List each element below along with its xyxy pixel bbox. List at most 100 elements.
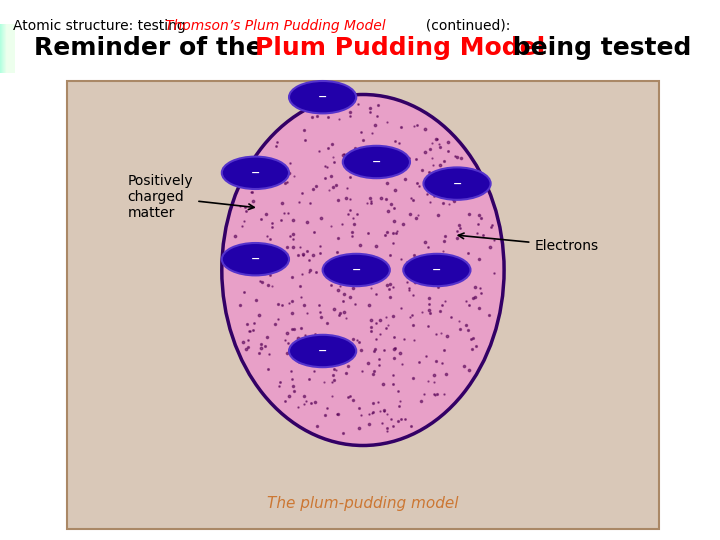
Text: Thomson’s Plum Pudding Model: Thomson’s Plum Pudding Model — [165, 19, 385, 33]
Bar — [5, 24, 13, 73]
Text: −: − — [318, 92, 328, 102]
Ellipse shape — [289, 81, 356, 113]
Bar — [4, 24, 12, 73]
Bar — [6, 24, 14, 73]
Bar — [5, 24, 13, 73]
Text: −: − — [251, 168, 260, 178]
Bar — [0, 24, 8, 73]
Bar — [6, 24, 14, 73]
Bar — [1, 24, 9, 73]
Text: being tested: being tested — [504, 36, 691, 59]
Bar — [6, 24, 14, 73]
Bar — [6, 24, 14, 73]
Text: Electrons: Electrons — [459, 233, 598, 253]
Bar — [4, 24, 12, 73]
Bar — [1, 24, 9, 73]
Bar — [1, 24, 10, 73]
Ellipse shape — [222, 94, 504, 445]
Bar — [1, 24, 9, 73]
Bar — [1, 24, 9, 73]
Bar — [2, 24, 10, 73]
Bar — [4, 24, 12, 73]
Bar — [2, 24, 10, 73]
Bar — [1, 24, 9, 73]
Bar — [0, 24, 8, 73]
Bar — [3, 24, 11, 73]
Bar — [6, 24, 14, 73]
Bar — [3, 24, 11, 73]
FancyBboxPatch shape — [67, 81, 659, 529]
Bar — [6, 24, 14, 73]
Bar — [6, 24, 14, 73]
Bar — [4, 24, 12, 73]
Bar — [2, 24, 10, 73]
Bar — [4, 24, 12, 73]
Bar — [4, 24, 12, 73]
Bar — [1, 24, 10, 73]
Bar — [6, 24, 14, 73]
Bar — [4, 24, 12, 73]
Ellipse shape — [222, 157, 289, 189]
Bar — [6, 24, 14, 73]
Bar — [4, 24, 12, 73]
Ellipse shape — [289, 335, 356, 367]
Bar — [1, 24, 9, 73]
Bar — [3, 24, 12, 73]
Bar — [2, 24, 10, 73]
Bar — [4, 24, 12, 73]
Bar — [1, 24, 9, 73]
Bar — [4, 24, 12, 73]
Bar — [5, 24, 14, 73]
Bar — [1, 24, 9, 73]
Text: −: − — [452, 179, 462, 188]
Bar — [4, 24, 12, 73]
Bar — [4, 24, 12, 73]
Bar — [3, 24, 11, 73]
Bar — [5, 24, 13, 73]
Bar — [6, 24, 14, 73]
Text: −: − — [318, 346, 328, 356]
Bar — [5, 24, 13, 73]
Bar — [1, 24, 9, 73]
Bar — [2, 24, 10, 73]
Bar — [6, 24, 14, 73]
Bar — [1, 24, 9, 73]
Text: −: − — [372, 157, 381, 167]
Bar — [5, 24, 13, 73]
Bar — [0, 24, 9, 73]
Bar — [6, 24, 14, 73]
Bar — [3, 24, 11, 73]
Bar — [6, 24, 14, 73]
Bar — [3, 24, 11, 73]
Bar — [1, 24, 9, 73]
Bar — [2, 24, 10, 73]
Bar — [4, 24, 12, 73]
Bar — [1, 24, 9, 73]
Ellipse shape — [423, 167, 490, 200]
Text: Plum Pudding Model: Plum Pudding Model — [256, 36, 546, 59]
Text: Reminder of the: Reminder of the — [34, 36, 271, 59]
Bar — [5, 24, 14, 73]
Bar — [2, 24, 10, 73]
Bar — [3, 24, 11, 73]
Bar — [3, 24, 11, 73]
Bar — [5, 24, 13, 73]
Ellipse shape — [222, 243, 289, 275]
Bar — [4, 24, 13, 73]
Bar — [4, 24, 12, 73]
Bar — [0, 24, 9, 73]
Text: −: − — [251, 254, 260, 264]
Bar — [0, 24, 8, 73]
Bar — [6, 24, 14, 73]
Bar — [2, 24, 10, 73]
Text: The plum-pudding model: The plum-pudding model — [267, 496, 459, 511]
Bar — [4, 24, 13, 73]
Bar — [4, 24, 12, 73]
Bar — [1, 24, 9, 73]
Bar — [4, 24, 12, 73]
Ellipse shape — [343, 146, 410, 178]
Bar — [1, 24, 9, 73]
Text: Positively
charged
matter: Positively charged matter — [127, 174, 254, 220]
Bar — [6, 24, 14, 73]
Text: −: − — [351, 265, 361, 275]
